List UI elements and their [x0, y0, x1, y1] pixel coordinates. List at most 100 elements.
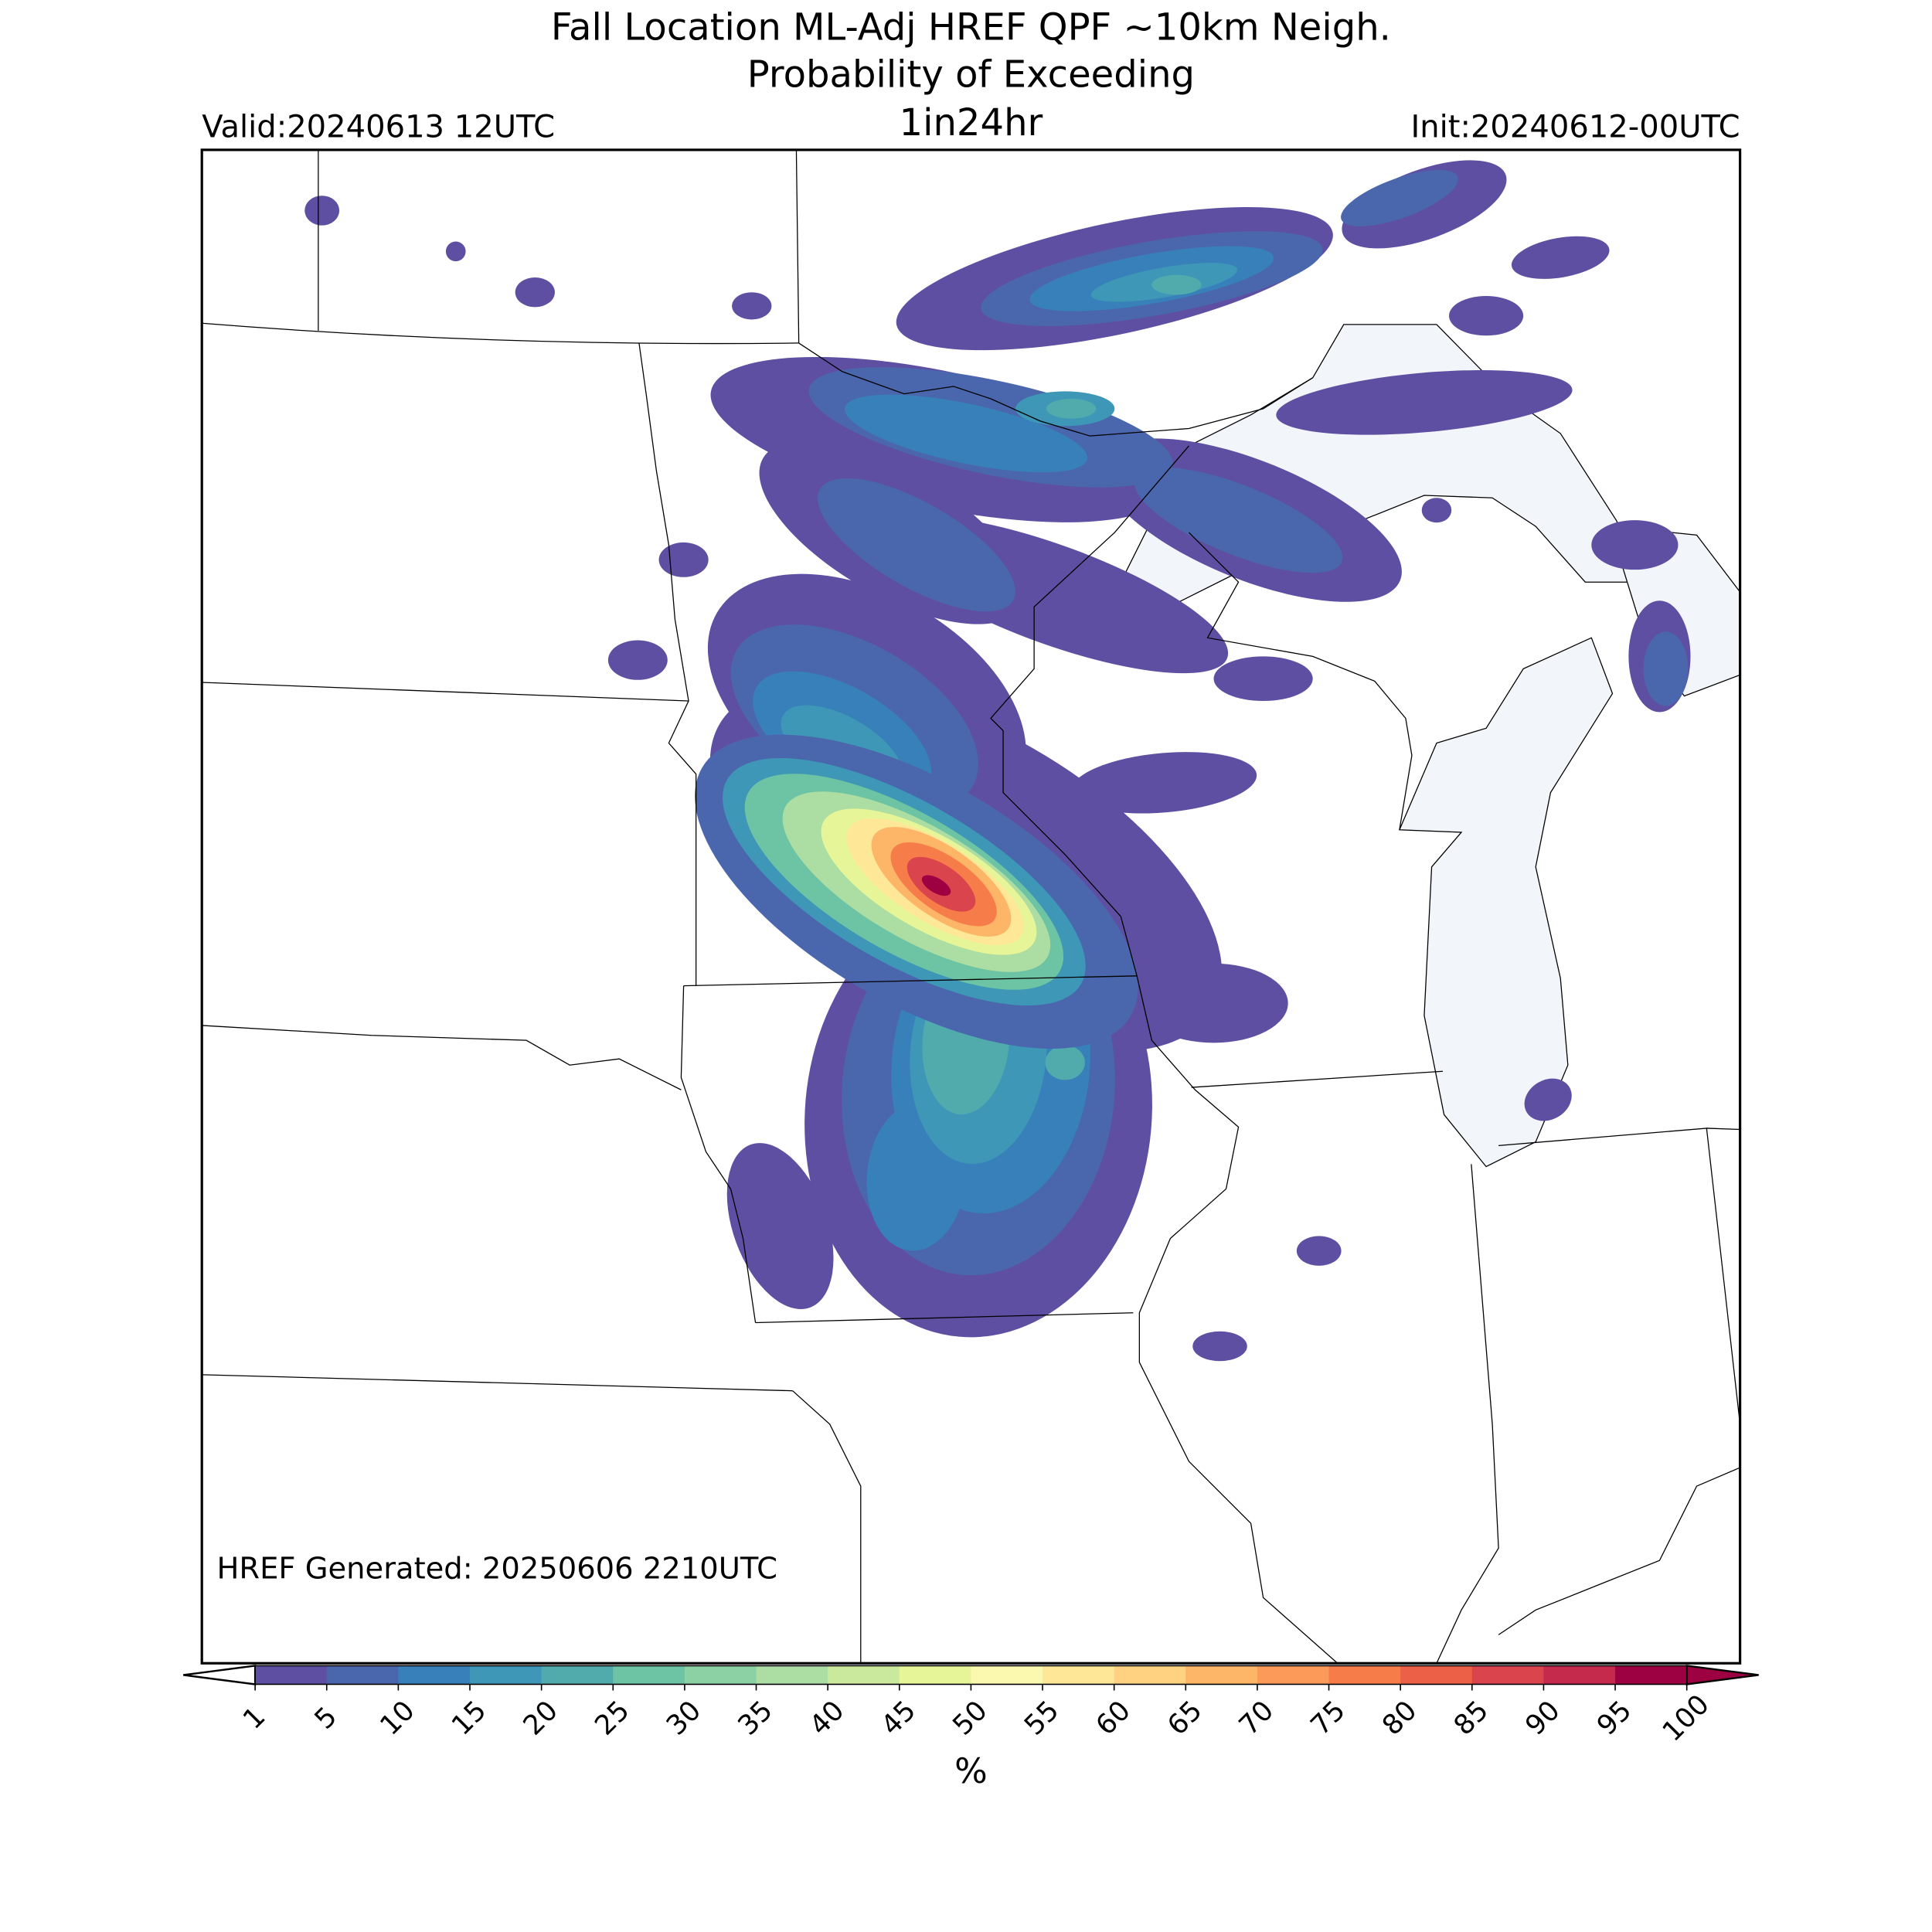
colorbar-frame	[254, 1665, 1688, 1685]
border-canada	[202, 322, 799, 345]
probability-field	[304, 160, 1691, 1362]
probability-area	[1643, 631, 1689, 706]
probability-area	[1046, 399, 1097, 419]
colorbar-segment	[756, 1665, 828, 1685]
colorbar-segment	[1615, 1665, 1688, 1685]
title: Fall Location ML-Adj HREF QPF ~10km Neig…	[551, 5, 1391, 49]
colorbar-tick-label: 35	[732, 1695, 779, 1742]
probability-area	[1213, 656, 1313, 702]
colorbar-tick-label: 65	[1162, 1695, 1209, 1742]
probability-area	[726, 1143, 834, 1309]
lake-michigan	[1398, 637, 1614, 1168]
probability-area	[515, 277, 555, 308]
colorbar-tick-label: 85	[1447, 1695, 1495, 1742]
colorbar-tick-label: 100	[1656, 1689, 1716, 1748]
colorbar-segment	[684, 1665, 757, 1685]
threshold: 1in24hr	[900, 101, 1043, 145]
border-ia-north	[683, 975, 1138, 987]
colorbar-segment	[326, 1665, 400, 1685]
colorbar-tick-label: 1	[237, 1701, 272, 1736]
probability-area	[1296, 1236, 1342, 1266]
probability-area	[1034, 1287, 1060, 1308]
border-wi-mi	[1189, 532, 1413, 830]
probability-area	[1341, 169, 1458, 226]
colorbar-tick-label: 30	[660, 1695, 707, 1742]
border-sd-ne	[202, 1025, 682, 1090]
border-ia-west	[680, 985, 757, 1323]
colorbar-segment	[470, 1665, 543, 1685]
border-il-in	[1436, 1164, 1499, 1664]
border-il-wi	[1191, 1070, 1444, 1088]
map-frame	[200, 148, 1742, 1665]
probability-area	[445, 241, 466, 262]
colorbar-tick-label: 5	[308, 1701, 343, 1736]
colorbar-tick-label: 55	[1019, 1695, 1066, 1742]
colorbar-extend-high	[1685, 1665, 1759, 1685]
colorbar-tick-label: 15	[446, 1695, 493, 1742]
colorbar-segment	[255, 1665, 328, 1685]
probability-area	[818, 478, 1015, 612]
border-in-mi-oh	[1498, 1128, 1740, 1425]
colorbar-segment	[899, 1665, 972, 1685]
colorbar-tick-label: 10	[374, 1695, 421, 1742]
probability-area	[1139, 963, 1288, 1043]
colorbar-tick-label: 80	[1376, 1695, 1423, 1742]
border-mn-west	[638, 342, 697, 986]
probability-area	[1151, 274, 1202, 295]
border-mn-east	[990, 445, 1189, 976]
colorbar-segment	[1257, 1665, 1330, 1685]
colorbar-tick-label: 40	[804, 1695, 851, 1742]
probability-area	[1449, 296, 1524, 336]
probability-area	[658, 542, 709, 577]
probability-area	[1134, 467, 1343, 573]
border-mo-ks	[792, 1390, 862, 1664]
border-ia-south	[755, 1312, 1134, 1324]
probability-area	[1524, 1078, 1572, 1121]
probability-area	[921, 875, 951, 896]
init-time: Init:20240612-00UTC	[1410, 110, 1740, 145]
colorbar-segment	[971, 1665, 1043, 1685]
probability-area	[1071, 752, 1257, 814]
valid-time: Valid:20240613 12UTC	[202, 110, 555, 145]
colorbar-tick-label: 70	[1233, 1695, 1281, 1742]
colorbar: % 1 5 10 15 20 25 30 35 40 45 50 55 60 65 70 75 80 85 90 95…	[183, 1665, 1759, 1791]
colorbar-segment	[1400, 1665, 1473, 1685]
colorbar-segment	[1114, 1665, 1187, 1685]
colorbar-tick-label: 45	[875, 1695, 922, 1742]
colorbar-extend-low	[183, 1665, 257, 1685]
probability-area	[732, 292, 772, 320]
colorbar-segment	[541, 1665, 614, 1685]
probability-area	[1276, 370, 1573, 435]
probability-area	[607, 640, 668, 680]
colorbar-tick-label: 20	[517, 1695, 564, 1742]
colorbar-tick-label: 50	[947, 1695, 994, 1742]
border-mn-canada	[798, 342, 1314, 437]
map	[202, 149, 1740, 1664]
probability-area	[1421, 498, 1452, 523]
colorbar-tick-label: 90	[1519, 1695, 1566, 1742]
subtitle: Probability of Exceeding	[747, 53, 1195, 96]
border-province	[318, 149, 800, 343]
colorbar-segment	[1043, 1665, 1115, 1685]
probability-area	[845, 394, 1087, 473]
border-nd-sd	[202, 682, 689, 702]
probability-area	[1045, 1045, 1085, 1080]
colorbar-segment	[828, 1665, 900, 1685]
colorbar-segment	[613, 1665, 685, 1685]
probability-area	[1192, 1331, 1247, 1362]
colorbar-segment	[1471, 1665, 1545, 1685]
colorbar-segment	[398, 1665, 471, 1685]
probability-area	[1511, 236, 1610, 279]
colorbar-tick-label: 75	[1304, 1695, 1352, 1742]
colorbar-segment	[1185, 1665, 1258, 1685]
border-ne-ks	[202, 1374, 793, 1392]
colorbar-tick-label: 60	[1090, 1695, 1137, 1742]
colorbar-segment	[1543, 1665, 1616, 1685]
colorbar-tick-label: 25	[589, 1695, 636, 1742]
border-mississippi	[1136, 975, 1338, 1664]
probability-area	[1591, 520, 1679, 570]
colorbar-segment	[1328, 1665, 1401, 1685]
colorbar-tick-label: 95	[1591, 1695, 1638, 1742]
